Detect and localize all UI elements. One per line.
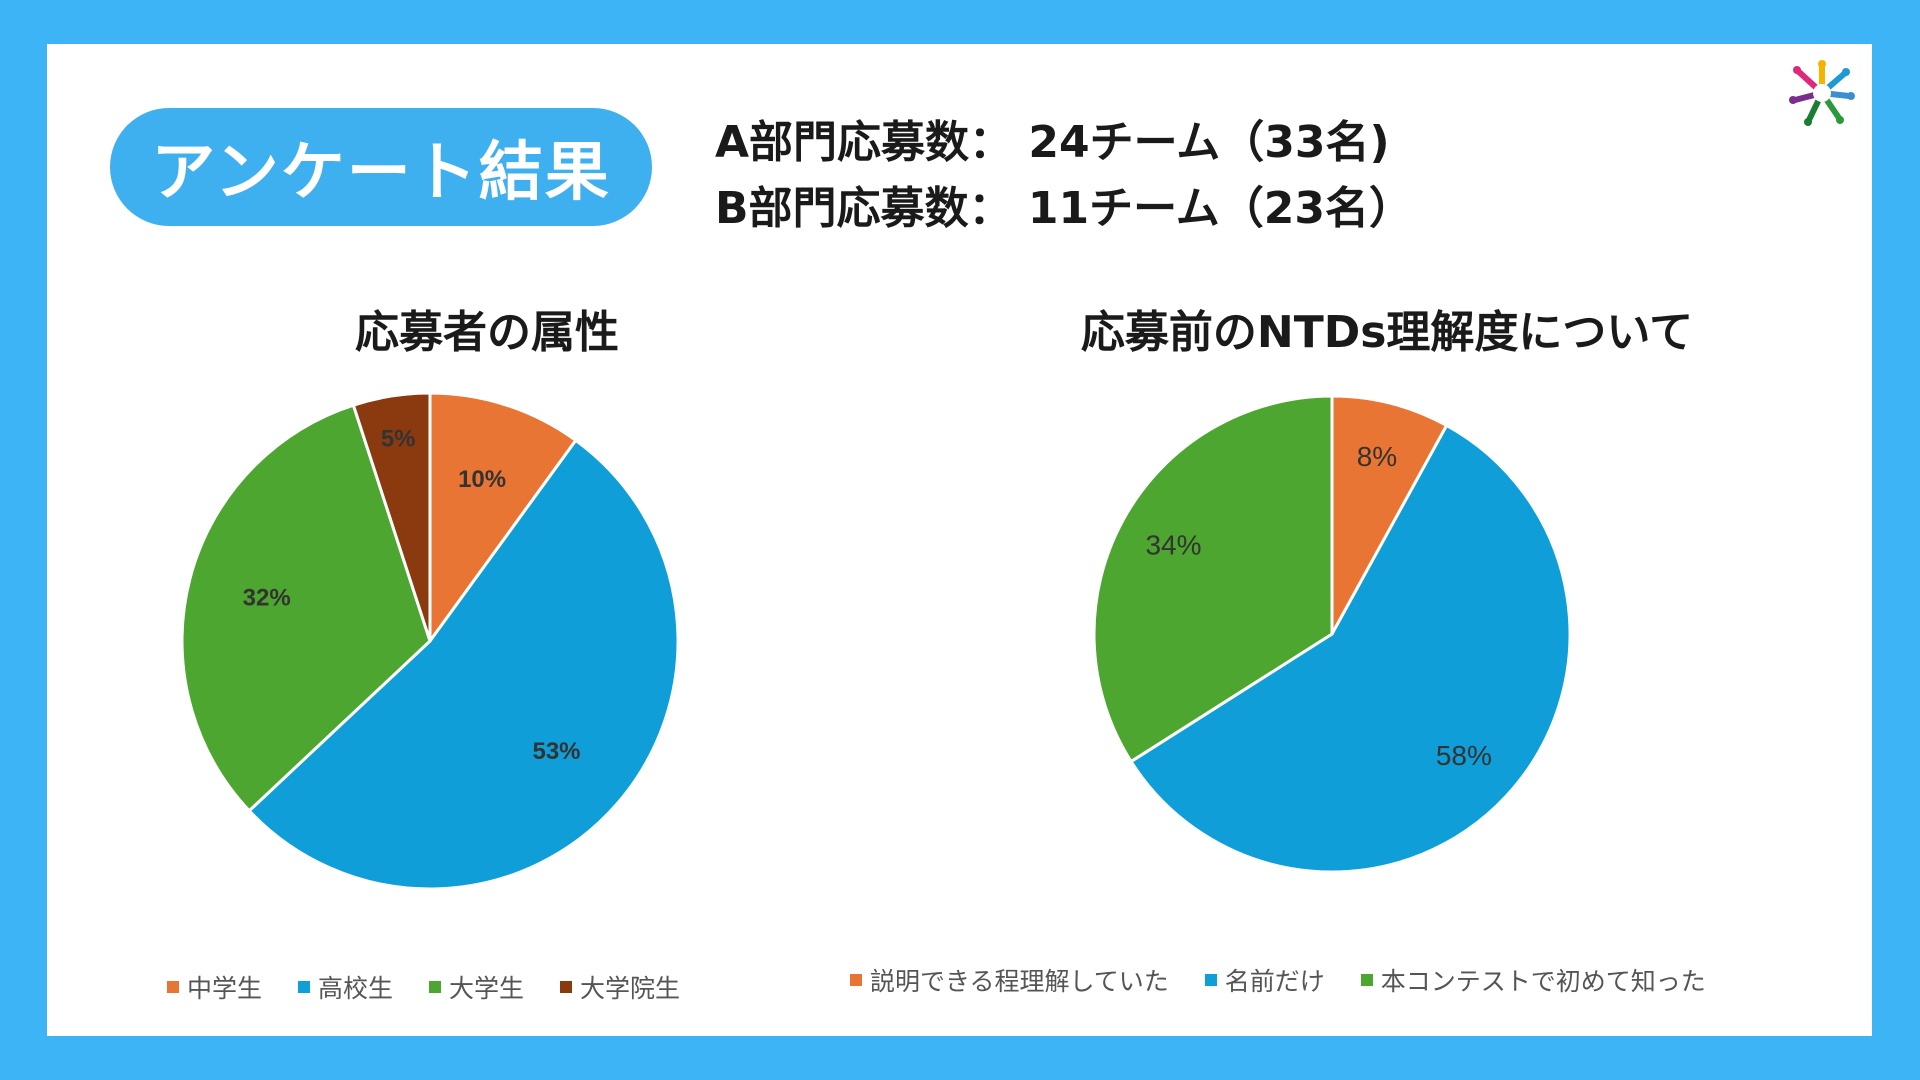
chart-title-attributes: 応募者の属性 [355,307,619,358]
division-b-count: B部門応募数： 11チーム（23名） [715,183,1413,234]
legend-1-label-2: 本コンテストで初めて知った [1380,967,1706,996]
pie-1-data-label-2: 34% [1145,529,1201,560]
legend-0-swatch-0 [167,981,179,993]
colorful-people-circle-logo-icon [1789,60,1855,126]
pie-chart-attributes: 10% 53% 32% 5% [180,391,680,891]
legend-1-label-0: 説明できる程理解していた [870,967,1169,996]
pie-1-data-label-1: 58% [1436,740,1492,771]
pie-0-slice-1 [247,438,680,891]
page-title-badge: アンケート結果 [110,108,652,226]
legend-0-label-1: 高校生 [318,974,394,1003]
division-a-count: A部門応募数： 24チーム（33名) [715,117,1390,168]
pie-1-slice-0 [1330,394,1449,635]
legend-0-swatch-1 [298,981,311,993]
legend-0-label-3: 大学院生 [580,974,681,1003]
legend-ntds-understanding: 説明できる程理解していた 名前だけ 本コンテストで初めて知った [850,962,1742,998]
legend-0-item-3: 大学院生 [560,969,680,1005]
pie-0-data-label-2: 32% [243,584,291,611]
pie-1-slice-1 [1128,423,1572,874]
legend-0-label-2: 大学生 [449,974,525,1003]
legend-1-swatch-2 [1360,974,1373,986]
pie-0-slice-2 [180,403,432,813]
pie-chart-ntds-understanding: 8% 58% 34% [1092,394,1572,874]
legend-0-item-0: 中学生 [167,969,262,1005]
legend-1-item-2: 本コンテストで初めて知った [1360,962,1706,998]
legend-0-swatch-3 [560,981,573,993]
legend-1-label-1: 名前だけ [1224,967,1325,996]
legend-0-item-2: 大学生 [429,969,524,1005]
pie-0-data-label-0: 10% [458,466,506,493]
pie-1-slice-2 [1092,394,1334,764]
content-card: アンケート結果 A部門応募数： 24チーム（33名) B部門応募数： 11チーム… [47,44,1872,1036]
legend-1-item-1: 名前だけ [1204,962,1325,998]
legend-0-item-1: 高校生 [298,969,393,1005]
legend-attributes: 中学生 高校生 大学生 大学院生 [167,969,716,1005]
pie-0-slice-0 [428,391,578,646]
pie-0-data-label-3: 5% [381,425,416,452]
legend-0-swatch-2 [429,981,442,993]
legend-1-swatch-1 [1204,974,1217,986]
pie-0-data-label-1: 53% [532,738,580,765]
pie-0-slice-3 [351,391,432,642]
legend-0-label-0: 中学生 [187,974,263,1003]
pie-1-data-label-0: 8% [1357,441,1397,472]
legend-1-swatch-0 [850,974,862,986]
chart-title-ntds-understanding: 応募前のNTDs理解度について [1080,307,1694,358]
legend-1-item-0: 説明できる程理解していた [850,962,1169,998]
